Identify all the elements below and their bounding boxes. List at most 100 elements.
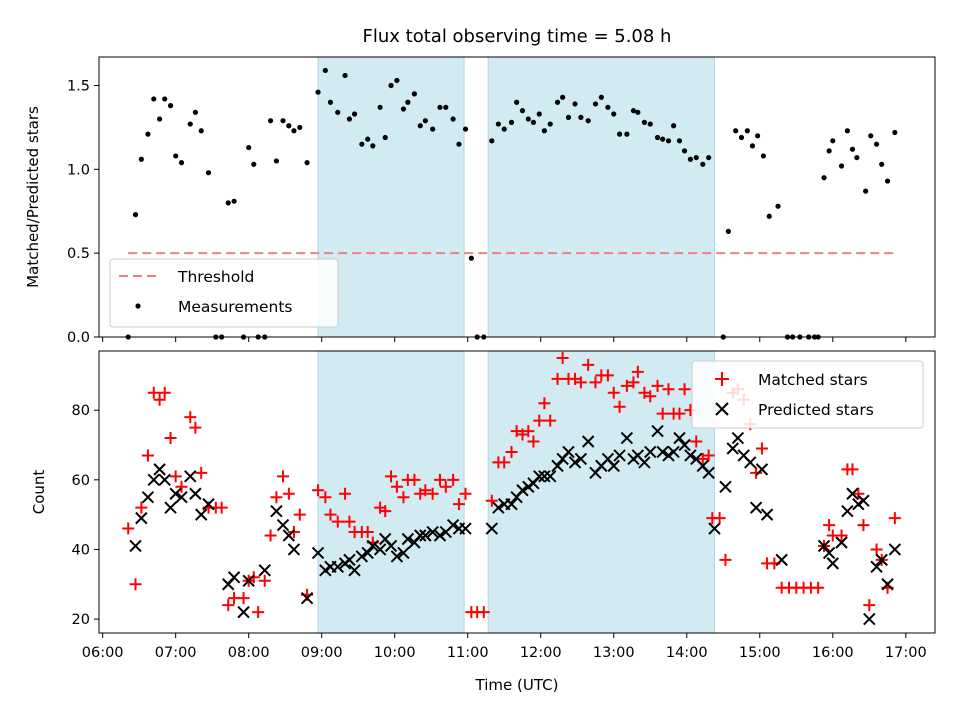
- measurement-point: [854, 154, 860, 161]
- legend-matched-label: Matched stars: [758, 371, 868, 389]
- predicted-star-point: [760, 508, 774, 521]
- matched-star-point: [408, 473, 421, 486]
- predicted-star-point: [227, 571, 241, 584]
- y-tick-label: 20: [72, 612, 90, 628]
- predicted-star-point: [568, 456, 582, 469]
- predicted-star-point: [343, 553, 356, 567]
- measurement-point: [630, 108, 637, 114]
- predicted-star-point: [147, 473, 160, 487]
- measurement-point: [554, 99, 561, 105]
- measurement-point: [291, 128, 297, 134]
- predicted-star-point: [731, 431, 745, 445]
- legend-measurements-label: Measurements: [178, 298, 293, 316]
- matched-star-point: [631, 365, 644, 378]
- measurement-point: [700, 161, 706, 167]
- matched-star-point: [452, 498, 465, 511]
- predicted-star-point: [492, 501, 505, 514]
- matched-star-point: [607, 386, 620, 399]
- measurement-point: [660, 136, 666, 142]
- x-tick-label: 17:00: [885, 645, 927, 661]
- y-tick-label: 1.5: [67, 79, 90, 95]
- bottom-observing-windows: [317, 350, 716, 634]
- predicted-star-point: [175, 491, 188, 504]
- matched-star-point: [270, 491, 283, 504]
- predicted-star-point: [237, 605, 250, 619]
- predicted-star-point: [656, 445, 669, 459]
- predicted-star-point: [195, 508, 208, 521]
- bottom-x-ticks: 06:00 07:00 08:00 09:00 10:00 11:00 12:00 13:00…: [82, 633, 927, 661]
- measurement-point: [335, 109, 341, 115]
- x-tick-label: 13:00: [593, 645, 635, 661]
- matched-star-point: [812, 581, 825, 594]
- legend-measurements-swatch: [135, 303, 141, 309]
- predicted-star-point: [355, 550, 369, 563]
- bottom-panel: 20 40 60 80 06:00 07:00 08:00 09:00 10:00 11:00 1…: [30, 350, 936, 694]
- matched-star-point: [702, 449, 715, 462]
- matched-star-point: [252, 606, 265, 619]
- matched-star-point: [419, 484, 432, 497]
- observing-window-1: [317, 350, 465, 634]
- predicted-star-point: [390, 550, 404, 563]
- matched-star-point: [755, 442, 768, 455]
- measurement-point: [775, 203, 781, 209]
- measurement-point: [849, 146, 856, 152]
- x-tick-label: 14:00: [666, 645, 708, 661]
- matched-star-point: [195, 466, 208, 479]
- matched-star-point: [846, 463, 859, 476]
- predicted-star-point: [184, 470, 197, 483]
- matched-star-point: [656, 407, 669, 420]
- measurement-point: [501, 126, 507, 132]
- matched-star-point: [589, 376, 602, 389]
- measurement-point: [489, 138, 495, 144]
- x-tick-label: 09:00: [301, 645, 343, 661]
- predicted-star-point: [719, 480, 732, 493]
- matched-star-point: [835, 529, 848, 542]
- measurement-point: [225, 200, 231, 206]
- top-axes-frame: [98, 56, 936, 338]
- measurement-point: [821, 175, 827, 181]
- matched-star-point: [863, 599, 876, 612]
- matched-star-point: [527, 435, 540, 448]
- measurement-point: [647, 121, 653, 127]
- measurement-point: [322, 67, 328, 74]
- predicted-star-point: [459, 522, 472, 535]
- matched-star-point: [644, 390, 657, 403]
- measurement-point: [585, 118, 591, 124]
- predicted-star-point: [667, 445, 680, 459]
- predicted-star-point: [613, 449, 626, 462]
- measurement-point: [443, 104, 449, 110]
- measurement-point: [560, 94, 566, 100]
- measurement-point: [605, 104, 611, 110]
- predicted-star-point: [607, 459, 620, 473]
- measurement-point: [394, 77, 400, 84]
- measurement-point: [157, 116, 163, 122]
- matched-star-point: [678, 383, 691, 396]
- measurement-point: [766, 213, 772, 219]
- predicted-star-point: [135, 511, 148, 525]
- predicted-star-point: [373, 543, 387, 556]
- measurement-point: [132, 212, 139, 218]
- predicted-star-point: [846, 487, 859, 500]
- predicted-star-point: [749, 501, 763, 514]
- measurement-point: [315, 89, 321, 95]
- matched-star-point: [282, 487, 295, 500]
- legend-predicted-swatch: [715, 402, 729, 416]
- predicted-star-point: [401, 532, 415, 546]
- y-tick-label: 80: [72, 403, 90, 419]
- predicted-star-point: [651, 424, 664, 438]
- predicted-star-point: [276, 518, 290, 532]
- predicted-star-point: [433, 529, 447, 542]
- measurement-point: [863, 188, 869, 194]
- measurement-point: [508, 119, 515, 125]
- bottom-legend-box: [691, 360, 924, 429]
- predicted-star-point: [875, 553, 888, 567]
- measurement-point: [430, 126, 436, 132]
- measurement-point: [192, 109, 198, 115]
- matched-star-point: [215, 501, 228, 514]
- predicted-star-point: [202, 497, 215, 511]
- predicted-star-point: [638, 456, 651, 469]
- measurement-point: [405, 99, 411, 105]
- measurement-point: [411, 91, 418, 97]
- matched-star-point: [158, 386, 171, 399]
